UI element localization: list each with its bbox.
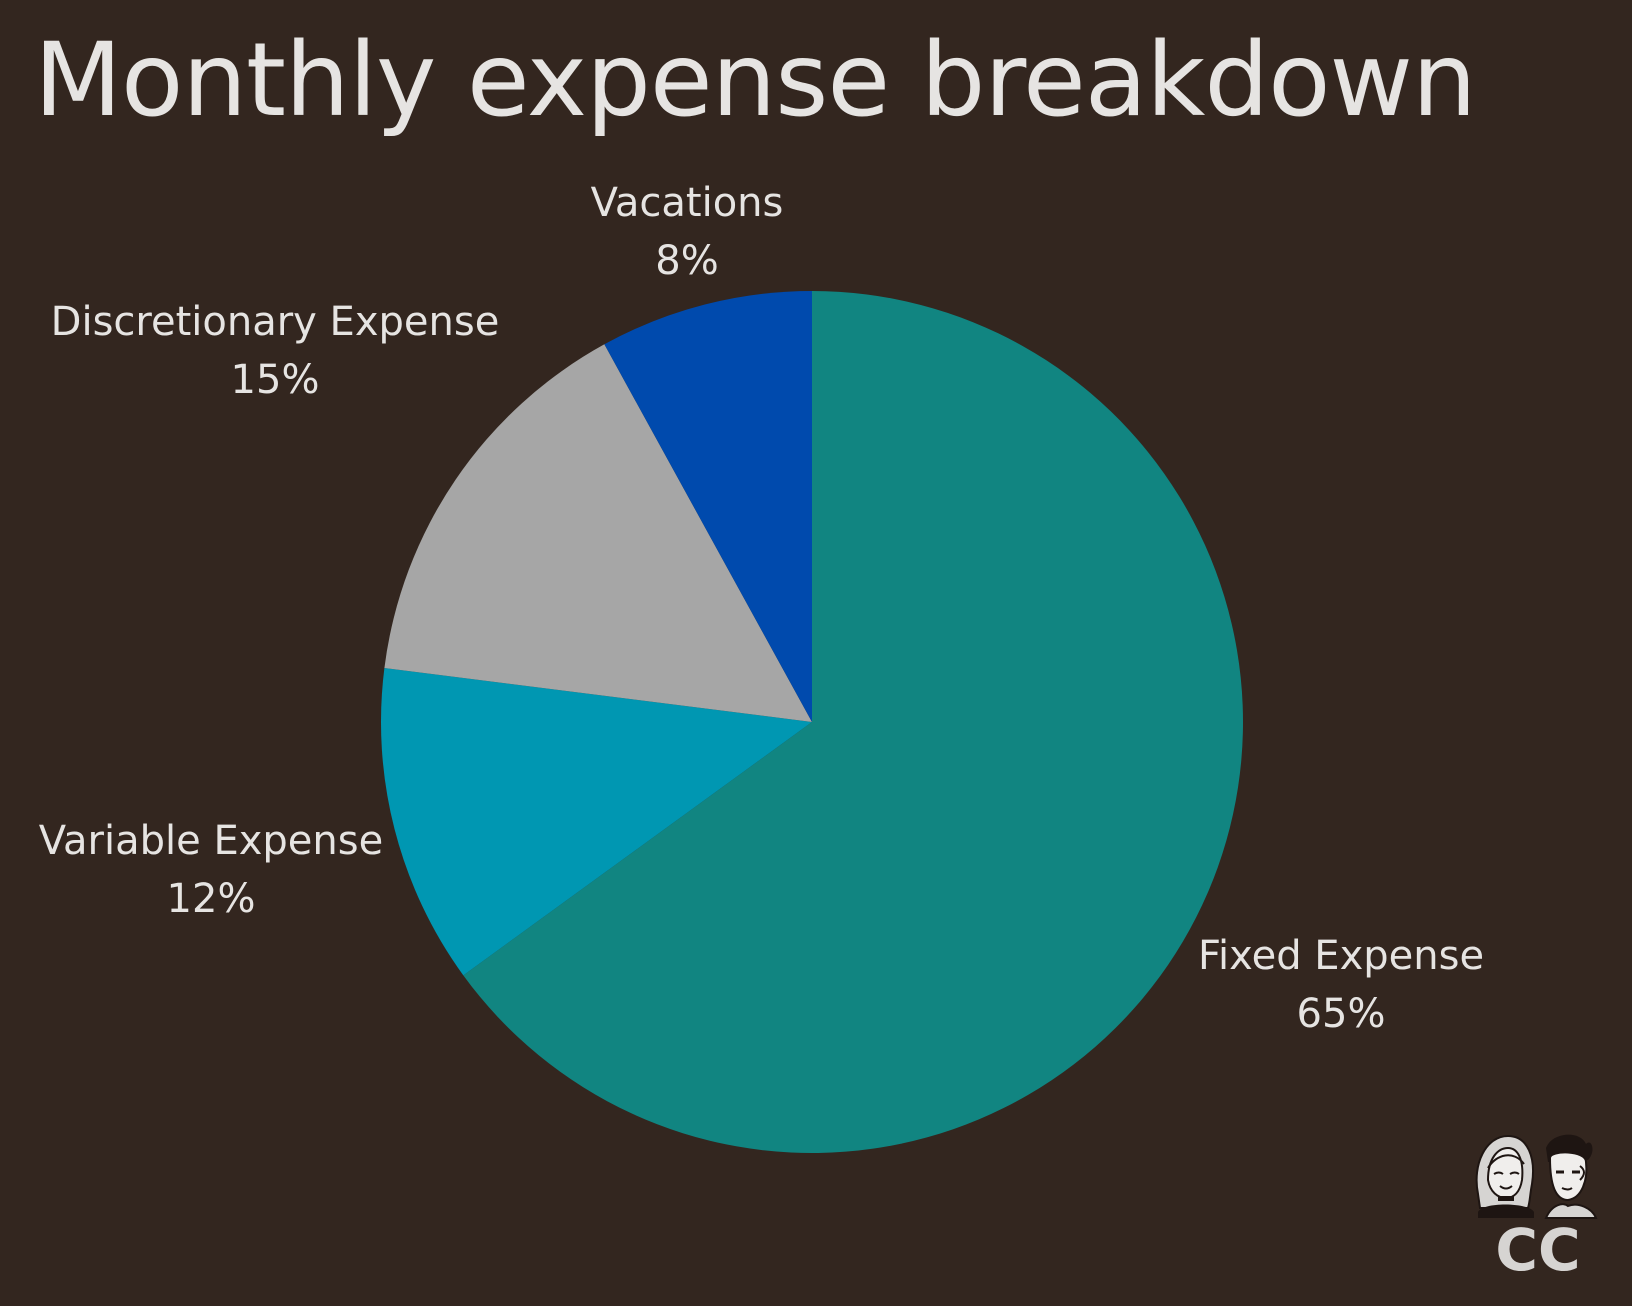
pie-slice-vacations (604, 291, 812, 722)
pie-slice-variable-expense (381, 667, 812, 976)
slice-label-discretionary-expense: Discretionary Expense (51, 299, 500, 345)
slice-label-fixed-expense: Fixed Expense (1198, 933, 1484, 979)
logo-text: CC (1495, 1216, 1580, 1278)
two-faces-logo-icon: CC (1475, 1134, 1598, 1278)
slice-value-vacations: 8% (655, 238, 718, 284)
slice-value-discretionary-expense: 15% (231, 357, 320, 403)
pie-slice-discretionary-expense (384, 344, 812, 722)
pie-slices (381, 291, 1243, 1153)
slice-value-fixed-expense: 65% (1297, 991, 1386, 1037)
man-face-icon (1544, 1134, 1598, 1219)
slice-label-variable-expense: Variable Expense (39, 818, 383, 864)
woman-face-icon (1475, 1134, 1534, 1218)
pie-labels: Fixed Expense 65% Variable Expense 12% Discr… (39, 180, 1484, 1037)
slice-value-variable-expense: 12% (167, 876, 256, 922)
pie-slice-fixed-expense (463, 291, 1243, 1153)
chart-title: Monthly expense breakdown (34, 21, 1477, 140)
slice-label-vacations: Vacations (591, 180, 784, 226)
